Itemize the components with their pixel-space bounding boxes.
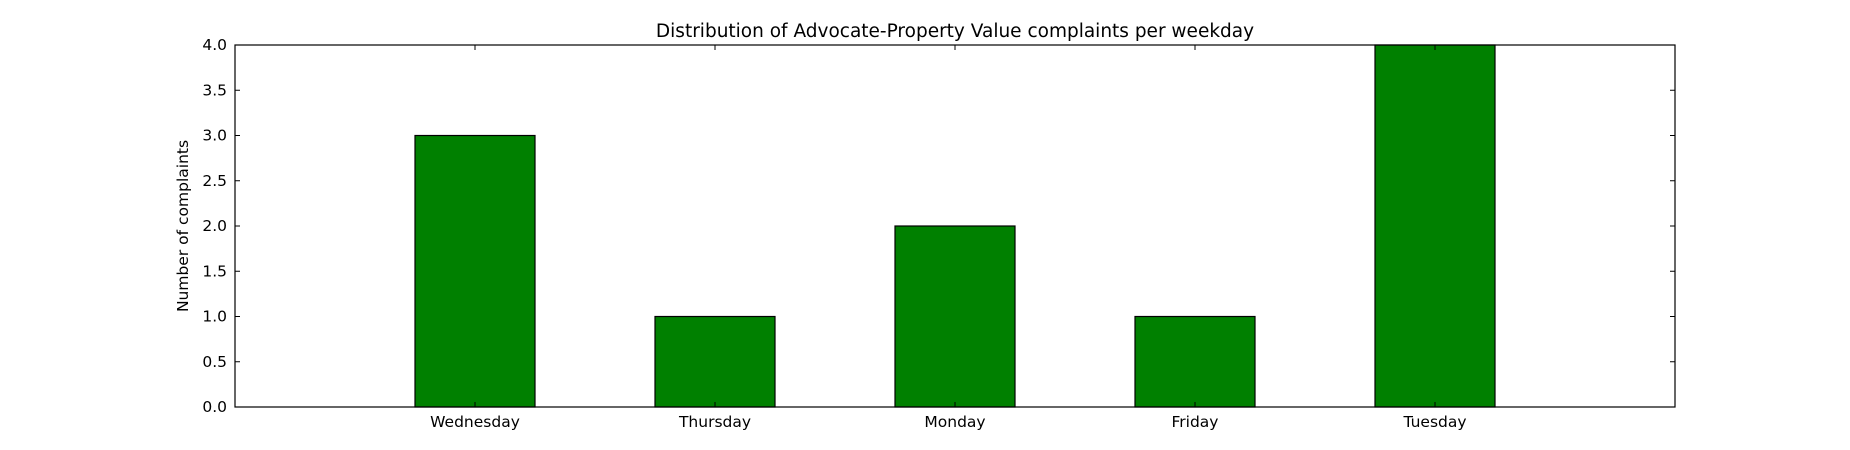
axes-frame (234, 44, 1676, 408)
y-tick-label: 0.0 (202, 398, 227, 416)
y-tick-label: 0.5 (202, 353, 227, 371)
x-tick-label: Friday (1172, 413, 1219, 431)
bar-monday (894, 225, 1016, 408)
y-tick-label: 4.0 (202, 36, 227, 54)
y-axis-label: Number of complaints (174, 140, 192, 312)
y-tick-label: 1.0 (202, 308, 227, 326)
x-tick-label: Tuesday (1402, 413, 1466, 431)
bar-wednesday (414, 134, 536, 408)
y-tick-label: 2.5 (202, 172, 227, 190)
y-tick-label: 1.5 (202, 262, 227, 280)
y-tick-label: 3.5 (202, 81, 227, 99)
bar-thursday (654, 315, 776, 408)
y-tick-label: 3.0 (202, 127, 227, 145)
x-axis-ticks: Wednesday Thursday Monday Friday Tuesday (430, 45, 1467, 431)
chart-title: Distribution of Advocate-Property Value … (656, 21, 1254, 42)
bars-group (414, 44, 1496, 408)
x-tick-label: Thursday (678, 413, 751, 431)
x-tick-label: Monday (924, 413, 985, 431)
bar-friday (1134, 315, 1256, 408)
y-axis-ticks: 0.0 0.5 1.0 1.5 2.0 2.5 3.0 3.5 4.0 (202, 36, 1675, 416)
bar-tuesday (1374, 44, 1496, 408)
x-tick-label: Wednesday (430, 413, 520, 431)
y-tick-label: 2.0 (202, 217, 227, 235)
